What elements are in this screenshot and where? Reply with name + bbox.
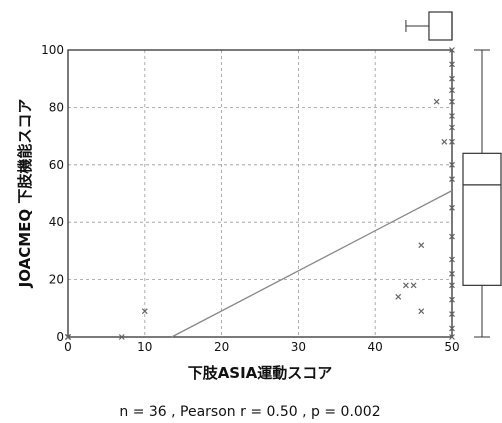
data-point <box>395 293 402 300</box>
data-point <box>449 98 455 105</box>
data-point <box>449 233 455 240</box>
data-point <box>449 334 455 340</box>
x-tick-label: 10 <box>137 340 152 354</box>
x-tick-label: 20 <box>214 340 229 354</box>
data-point <box>118 334 125 340</box>
y-tick-label: 100 <box>41 43 64 57</box>
x-axis-label: 下肢ASIA運動スコア <box>188 364 333 382</box>
data-point <box>433 98 440 105</box>
y-box-body <box>462 152 502 286</box>
data-point <box>449 311 455 317</box>
y-axis-label: JOACMEQ 下肢機能スコア <box>16 99 34 289</box>
data-point <box>449 124 455 131</box>
y-boxplot <box>462 49 502 338</box>
grid-lines <box>68 50 452 337</box>
data-point <box>410 282 417 289</box>
y-tick-label: 80 <box>49 100 64 114</box>
x-tick-label: 50 <box>444 340 459 354</box>
data-point <box>418 308 425 315</box>
data-point <box>449 176 455 183</box>
data-point <box>449 161 455 168</box>
data-point <box>449 87 455 94</box>
data-point <box>418 242 425 249</box>
y-tick-label: 60 <box>49 158 64 172</box>
x-tick-labels: 0 10 20 30 40 50 <box>64 340 459 354</box>
data-point <box>449 325 455 332</box>
data-point <box>449 256 455 263</box>
stat-annotation: n = 36 , Pearson r = 0.50 , p = 0.002 <box>119 404 380 420</box>
x-tick-label: 30 <box>291 340 306 354</box>
data-point <box>449 113 455 119</box>
x-boxplot <box>405 11 453 41</box>
data-point <box>449 270 455 277</box>
x-tick-label: 40 <box>368 340 383 354</box>
data-point <box>441 138 448 145</box>
y-tick-labels: 0 20 40 60 80 100 <box>41 43 64 344</box>
data-point <box>449 75 455 82</box>
data-point <box>449 296 455 303</box>
y-tick-label: 20 <box>49 273 64 287</box>
data-point <box>449 204 455 211</box>
data-point <box>141 308 148 315</box>
x-tick-label: 0 <box>64 340 72 354</box>
y-tick-label: 0 <box>56 330 64 344</box>
data-point <box>449 61 455 68</box>
plot-frame <box>67 49 453 338</box>
data-point <box>402 282 409 289</box>
regression-line <box>171 190 453 338</box>
data-points <box>65 47 455 340</box>
data-point <box>449 282 455 289</box>
data-point <box>65 334 71 340</box>
y-tick-label: 40 <box>49 215 64 229</box>
data-point <box>449 47 455 53</box>
data-point <box>449 138 455 145</box>
x-box-body <box>428 11 453 41</box>
